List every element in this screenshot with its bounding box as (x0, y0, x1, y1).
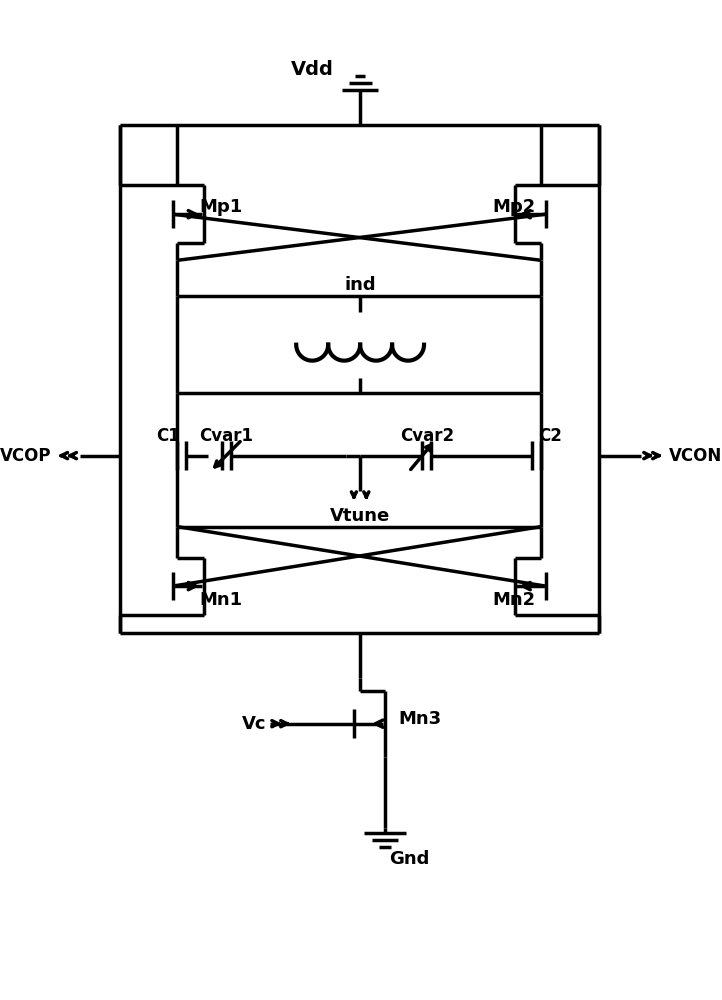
Text: Mn2: Mn2 (492, 591, 536, 609)
Text: Gnd: Gnd (389, 850, 430, 868)
Text: Vdd: Vdd (291, 60, 334, 79)
Text: Cvar2: Cvar2 (400, 427, 453, 445)
Text: ind: ind (344, 276, 376, 294)
Text: Cvar1: Cvar1 (199, 427, 253, 445)
Text: Mp2: Mp2 (492, 198, 536, 216)
Text: Mn3: Mn3 (399, 710, 441, 728)
Text: Vtune: Vtune (330, 507, 391, 525)
Text: Mn1: Mn1 (199, 591, 243, 609)
Text: VCON: VCON (669, 447, 722, 465)
Text: Vc: Vc (242, 715, 266, 733)
Text: Mp1: Mp1 (199, 198, 243, 216)
Text: C1: C1 (157, 427, 180, 445)
Text: C2: C2 (538, 427, 562, 445)
Text: VCOP: VCOP (0, 447, 51, 465)
